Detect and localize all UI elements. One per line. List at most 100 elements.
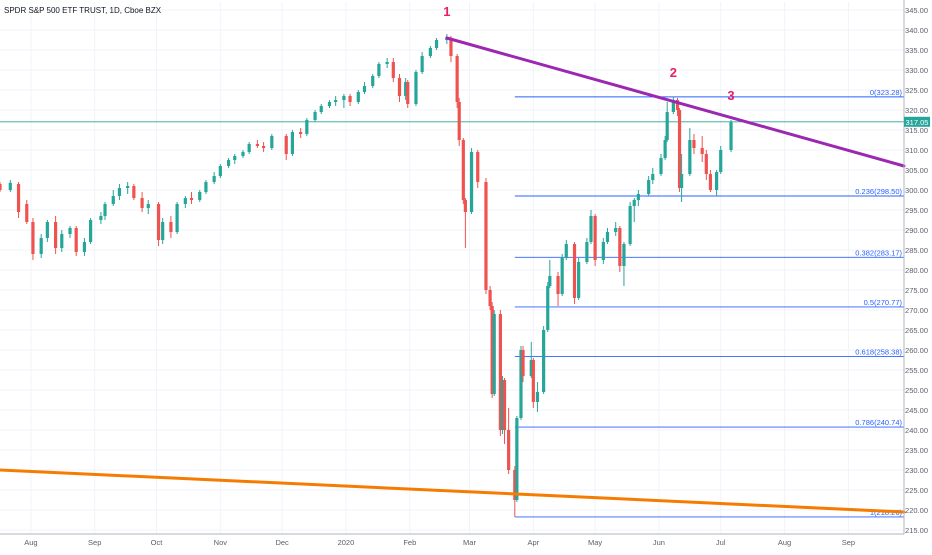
- y-tick-label: 255.00: [905, 366, 928, 375]
- candle-body: [500, 380, 505, 430]
- candle-body: [99, 216, 103, 220]
- candle-body: [556, 276, 560, 294]
- candle-body: [671, 100, 675, 112]
- y-tick-label: 325.00: [905, 86, 928, 95]
- candle-body: [605, 232, 610, 242]
- x-tick-label: Sep: [842, 538, 855, 547]
- y-tick-label: 240.00: [905, 426, 928, 435]
- y-tick-label: 340.00: [905, 26, 928, 35]
- candle-body: [488, 290, 492, 306]
- candle-body: [233, 156, 237, 160]
- candle-body: [434, 40, 439, 48]
- candle-body: [492, 314, 496, 394]
- y-tick-label: 225.00: [905, 486, 928, 495]
- x-tick-label: Oct: [151, 538, 164, 547]
- candle-body: [60, 234, 64, 248]
- trendlines[interactable]: [0, 36, 906, 514]
- candle-body: [719, 150, 723, 172]
- candle-body: [299, 132, 303, 134]
- y-tick-label: 270.00: [905, 306, 928, 315]
- x-tick-label: Jun: [653, 538, 665, 547]
- fib-level-label: 0.5(270.77): [864, 298, 903, 307]
- candle-body: [622, 244, 626, 266]
- candle-body: [455, 56, 459, 102]
- candle-body: [334, 100, 338, 102]
- candle-body: [601, 242, 605, 260]
- candle-body: [198, 192, 202, 200]
- y-tick-label: 300.00: [905, 186, 928, 195]
- wave-marker-1: 1: [443, 4, 450, 19]
- candle-body: [146, 204, 150, 208]
- candle-body: [391, 62, 395, 78]
- y-tick-label: 320.00: [905, 106, 928, 115]
- candle-body: [708, 174, 713, 190]
- x-tick-label: Mar: [463, 538, 476, 547]
- candle-body: [677, 110, 682, 188]
- x-tick-label: Aug: [778, 538, 791, 547]
- candle-body: [651, 174, 655, 180]
- candle-body: [507, 430, 511, 470]
- candle-body: [204, 182, 208, 192]
- chart-title: SPDR S&P 500 ETF TRUST, 1D, Cboe BZX: [4, 6, 162, 15]
- candles: [0, 34, 733, 517]
- candle-body: [498, 314, 502, 430]
- candle-body: [428, 48, 432, 56]
- candle-body: [126, 186, 130, 188]
- candle-body: [89, 220, 93, 242]
- y-tick-label: 245.00: [905, 406, 928, 415]
- candle-body: [189, 198, 194, 200]
- candle-body: [82, 242, 87, 252]
- candle-body: [305, 120, 309, 134]
- x-tick-label: Dec: [275, 538, 289, 547]
- candle-body: [484, 182, 488, 290]
- candle-body: [327, 102, 332, 106]
- candle-body: [704, 154, 708, 174]
- y-tick-label: 315.00: [905, 126, 928, 135]
- candle-body: [117, 188, 122, 196]
- fib-level-label: 0.236(298.50): [855, 187, 902, 196]
- candle-body: [371, 76, 375, 86]
- y-tick-label: 235.00: [905, 446, 928, 455]
- candle-body: [663, 140, 667, 158]
- candle-body: [490, 306, 494, 394]
- candle-body: [212, 176, 216, 182]
- candle-body: [241, 152, 245, 156]
- candle-body: [385, 62, 389, 64]
- y-tick-label: 230.00: [905, 466, 928, 475]
- candle-body: [589, 216, 593, 242]
- x-tick-label: 2020: [338, 538, 355, 547]
- candle-body: [342, 96, 346, 100]
- trendline-upper: [445, 36, 906, 168]
- candle-body: [140, 198, 144, 208]
- fib-level-label: 0(323.28): [870, 88, 903, 97]
- y-tick-label: 290.00: [905, 226, 928, 235]
- candle-body: [729, 122, 733, 150]
- candle-body: [585, 242, 589, 262]
- trendline-lower: [0, 468, 906, 514]
- candle-body: [577, 262, 581, 298]
- y-tick-label: 250.00: [905, 386, 928, 395]
- x-tick-label: Sep: [88, 538, 101, 547]
- x-tick-label: May: [588, 538, 602, 547]
- candle-body: [463, 200, 467, 212]
- candle-body: [8, 182, 12, 190]
- candle-body: [618, 228, 622, 266]
- x-tick-label: Apr: [528, 538, 540, 547]
- y-tick-label: 335.00: [905, 46, 928, 55]
- x-tick-label: Aug: [24, 538, 37, 547]
- candle-body: [16, 184, 21, 212]
- candle-body: [31, 222, 35, 254]
- candle-body: [647, 180, 651, 194]
- candle-body: [659, 158, 663, 174]
- candle-body: [356, 92, 360, 102]
- wave-marker-2: 2: [670, 65, 677, 80]
- candle-body: [74, 228, 78, 252]
- y-tick-label: 310.00: [905, 146, 928, 155]
- y-tick-label: 275.00: [905, 286, 928, 295]
- fibonacci-retracement[interactable]: 0(323.28) 0.236(298.50) 0.382(283.17) 0.5(2…: [514, 88, 904, 518]
- candle-body: [519, 350, 523, 418]
- candle-body: [476, 152, 480, 182]
